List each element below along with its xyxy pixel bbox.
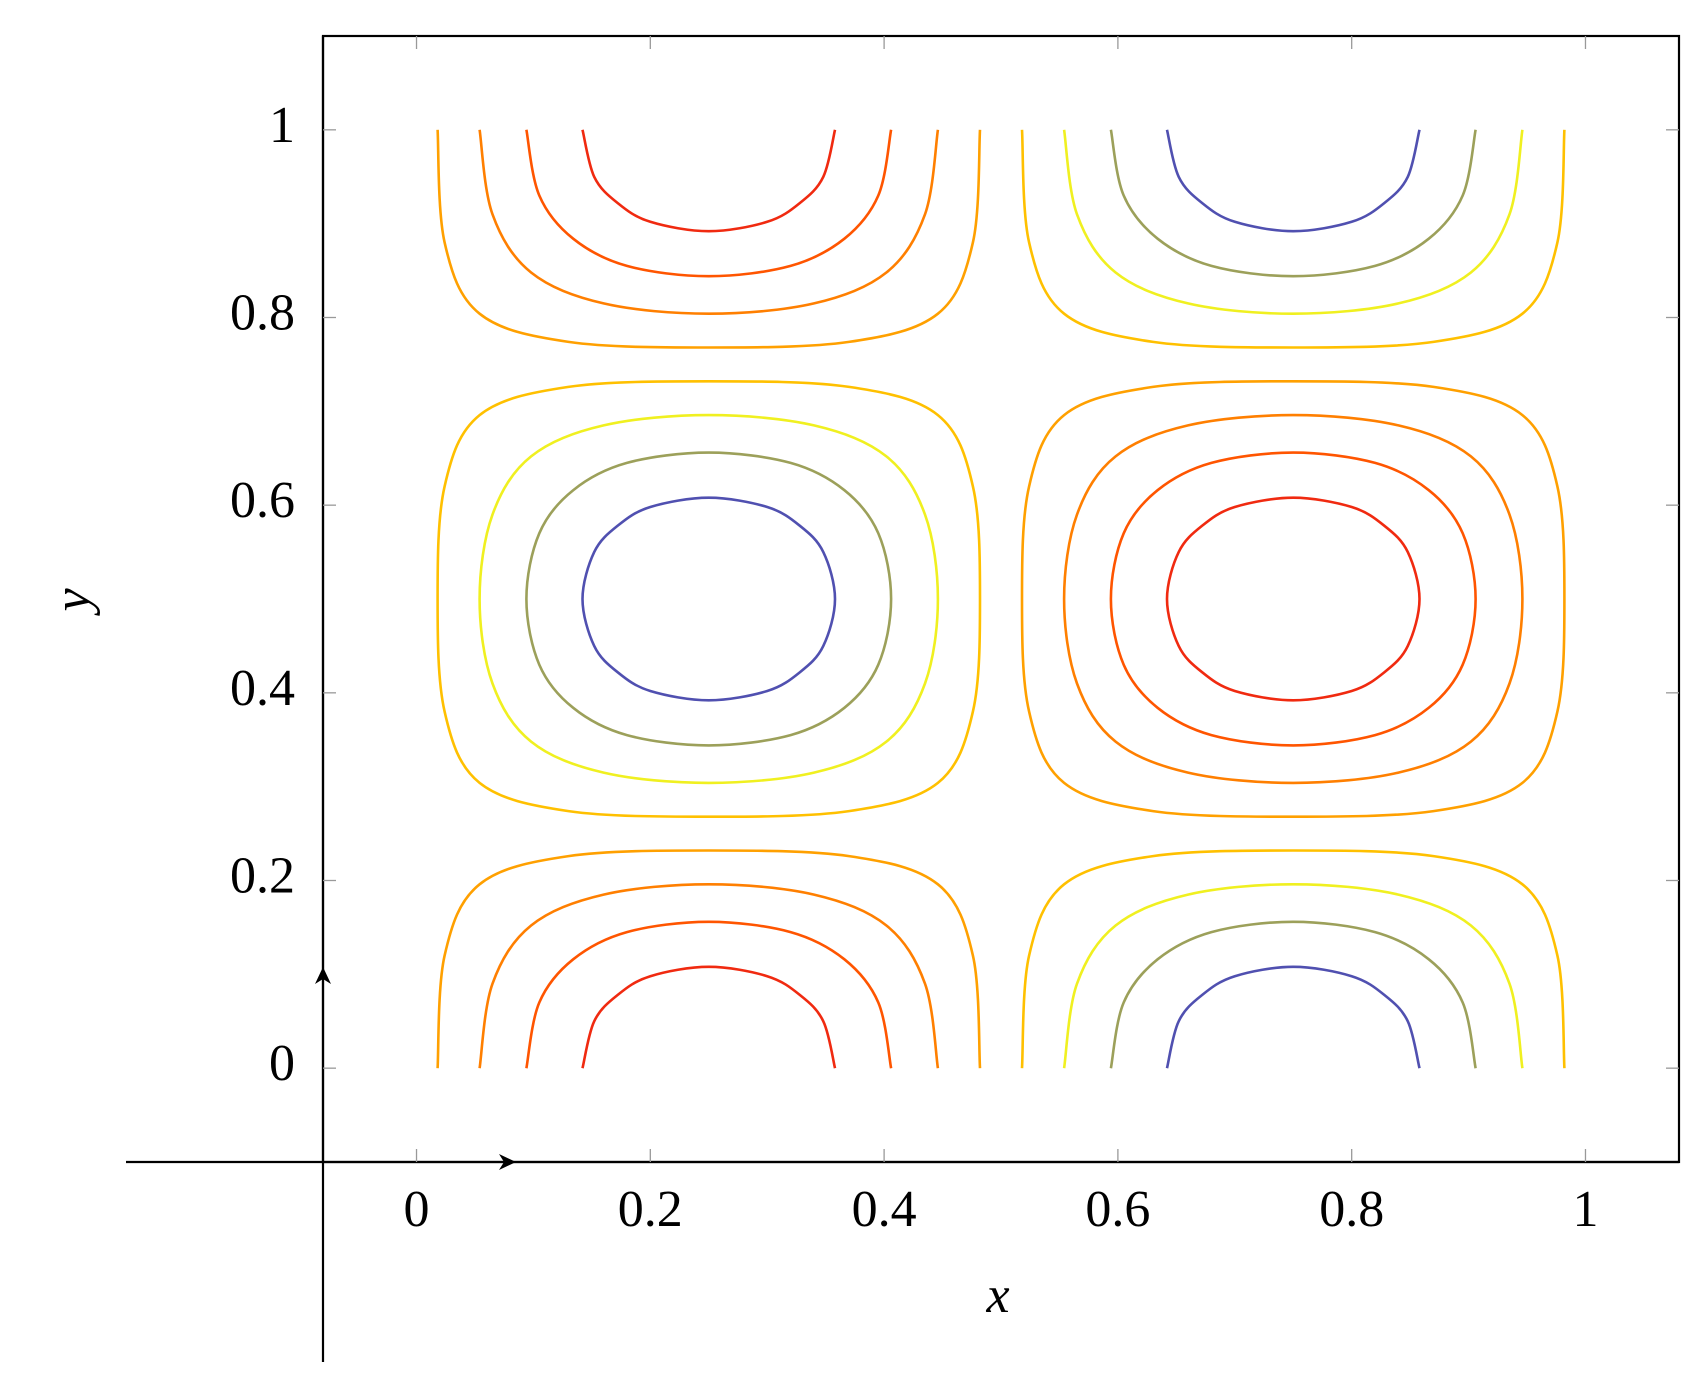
contour-line bbox=[1109, 451, 1477, 747]
y-tick-label: 0.2 bbox=[230, 847, 295, 904]
contour-line bbox=[478, 413, 940, 785]
contour-line bbox=[1109, 129, 1477, 278]
contour-line bbox=[581, 129, 837, 233]
contour-line bbox=[1165, 965, 1421, 1069]
y-axis-title: y bbox=[44, 588, 101, 617]
x-tick-label: 0 bbox=[404, 1181, 430, 1238]
x-tick-label: 0.8 bbox=[1319, 1181, 1384, 1238]
y-tick-label: 0.4 bbox=[230, 660, 295, 717]
contour-line bbox=[436, 380, 982, 818]
contour-line bbox=[581, 496, 837, 702]
contour-line bbox=[1165, 129, 1421, 233]
x-axis-title: x bbox=[985, 1267, 1009, 1324]
contour-line bbox=[1062, 129, 1524, 315]
x-tick-label: 0.2 bbox=[618, 1181, 683, 1238]
y-axis-arrow bbox=[315, 967, 331, 984]
contour-line bbox=[1062, 883, 1524, 1069]
x-tick-label: 0.4 bbox=[852, 1181, 917, 1238]
contour-line bbox=[1020, 849, 1566, 1069]
x-tick-label: 1 bbox=[1572, 1181, 1598, 1238]
contour-line bbox=[1165, 496, 1421, 702]
y-tick-label: 0.6 bbox=[230, 472, 295, 529]
contour-line bbox=[525, 920, 893, 1069]
contour-line bbox=[478, 883, 940, 1069]
x-axis-arrow bbox=[499, 1154, 516, 1170]
contour-line bbox=[1109, 920, 1477, 1069]
y-tick-label: 0 bbox=[269, 1035, 295, 1092]
contour-line bbox=[525, 451, 893, 747]
y-tick-label: 0.8 bbox=[230, 284, 295, 341]
contour-line bbox=[525, 129, 893, 278]
y-tick-label: 1 bbox=[269, 97, 295, 154]
contour-line bbox=[436, 129, 982, 349]
contour-line bbox=[478, 129, 940, 315]
contour-line bbox=[581, 965, 837, 1069]
contour-line bbox=[436, 849, 982, 1069]
contour-line bbox=[1020, 129, 1566, 349]
contour-line bbox=[1062, 413, 1524, 785]
x-tick-label: 0.6 bbox=[1085, 1181, 1150, 1238]
contour-line bbox=[1020, 380, 1566, 818]
